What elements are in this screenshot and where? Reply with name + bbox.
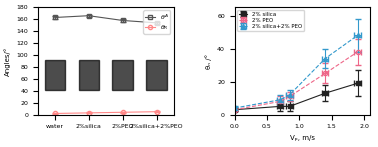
Bar bbox=[113, 60, 133, 90]
Bar bbox=[45, 60, 65, 90]
Bar bbox=[79, 60, 99, 90]
Y-axis label: θₙ /°: θₙ /° bbox=[205, 54, 212, 69]
Bar bbox=[146, 60, 167, 90]
Legend: $\theta^A$, $\theta_R$: $\theta^A$, $\theta_R$ bbox=[143, 10, 170, 34]
X-axis label: Vₚ, m/s: Vₚ, m/s bbox=[290, 135, 315, 141]
Legend: 2% silica, 2% PEO, 2% silica+2% PEO: 2% silica, 2% PEO, 2% silica+2% PEO bbox=[237, 10, 304, 31]
Y-axis label: Angles/°: Angles/° bbox=[4, 46, 11, 76]
